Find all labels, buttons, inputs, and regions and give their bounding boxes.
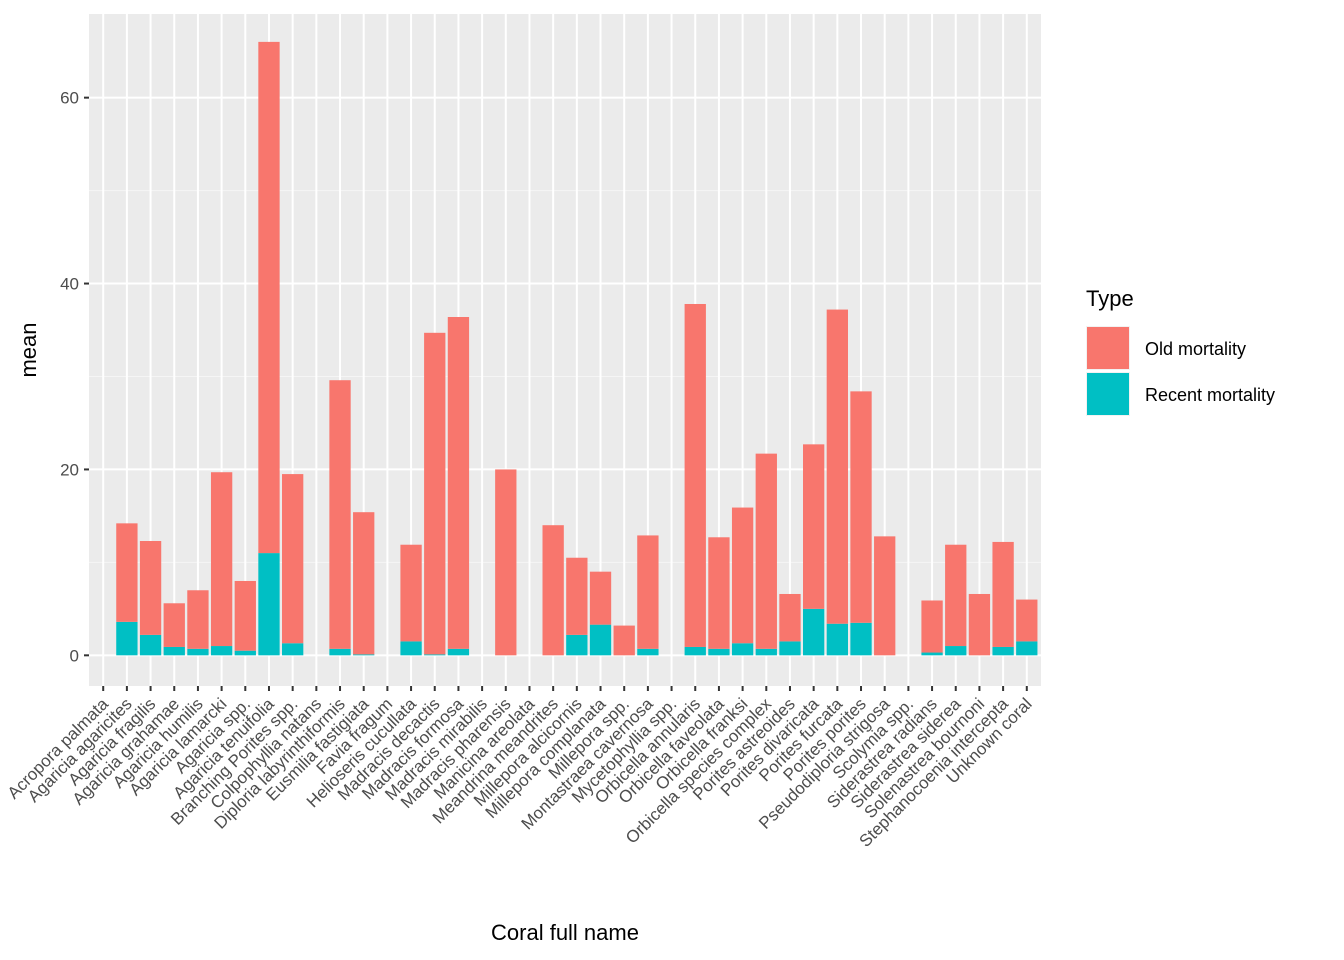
bar-old-mortality <box>353 512 375 655</box>
bar-recent-mortality <box>566 634 588 656</box>
bar-recent-mortality <box>424 654 446 656</box>
bar-recent-mortality <box>258 553 280 656</box>
bar-recent-mortality <box>116 621 138 656</box>
bar-old-mortality <box>424 332 446 655</box>
bar-recent-mortality <box>589 624 612 656</box>
bar-old-mortality <box>495 469 517 656</box>
bar-recent-mortality <box>992 646 1014 656</box>
bar-recent-mortality <box>850 622 872 656</box>
bar-recent-mortality <box>187 648 209 656</box>
x-axis-title: Coral full name <box>491 920 639 945</box>
bar-old-mortality <box>850 391 872 623</box>
bar-old-mortality <box>234 580 256 651</box>
bar-old-mortality <box>566 557 588 635</box>
bar-recent-mortality <box>139 634 162 656</box>
bar-recent-mortality <box>163 646 185 656</box>
bar-old-mortality <box>589 571 612 625</box>
y-axis: 0 20 40 60 <box>60 89 89 665</box>
bar-recent-mortality <box>282 643 304 656</box>
y-tick-label: 40 <box>60 275 79 294</box>
bar-old-mortality <box>447 317 470 649</box>
bar-old-mortality <box>708 537 730 649</box>
bar-old-mortality <box>874 536 896 656</box>
bar-old-mortality <box>803 444 825 609</box>
bar-old-mortality <box>684 303 706 647</box>
legend-label: Old mortality <box>1145 339 1246 359</box>
bar-recent-mortality <box>826 623 848 656</box>
bar-recent-mortality <box>945 646 967 656</box>
bar-recent-mortality <box>684 646 706 656</box>
bar-old-mortality <box>116 523 138 622</box>
bar-old-mortality <box>187 590 209 649</box>
bar-recent-mortality <box>234 650 256 656</box>
bar-recent-mortality <box>803 608 825 656</box>
bar-old-mortality <box>945 544 967 647</box>
bars <box>116 41 1038 656</box>
bar-old-mortality <box>992 541 1014 647</box>
bar-old-mortality <box>637 535 659 649</box>
bar-old-mortality <box>779 593 801 642</box>
bar-recent-mortality <box>447 648 470 656</box>
legend-label: Recent mortality <box>1145 385 1275 405</box>
bar-old-mortality <box>731 507 754 644</box>
legend-swatch <box>1087 327 1129 369</box>
legend: Type Old mortality Recent mortality <box>1086 286 1275 416</box>
bar-old-mortality <box>826 309 848 624</box>
bar-recent-mortality <box>755 648 777 656</box>
bar-recent-mortality <box>1016 641 1038 656</box>
bar-recent-mortality <box>731 643 754 656</box>
legend-items: Old mortality Recent mortality <box>1086 326 1275 416</box>
bar-recent-mortality <box>353 654 375 656</box>
bar-recent-mortality <box>708 648 730 656</box>
legend-title: Type <box>1086 286 1134 311</box>
bar-recent-mortality <box>637 648 659 656</box>
legend-swatch <box>1087 373 1129 415</box>
bar-old-mortality <box>755 453 777 649</box>
bar-old-mortality <box>210 472 233 647</box>
y-tick-label: 60 <box>60 89 79 108</box>
bar-old-mortality <box>1016 599 1038 642</box>
bar-old-mortality <box>613 625 635 656</box>
y-axis-title: mean <box>16 322 41 377</box>
bar-recent-mortality <box>779 641 801 656</box>
bar-recent-mortality <box>210 646 233 656</box>
bar-recent-mortality <box>400 641 422 656</box>
bar-recent-mortality <box>921 652 943 656</box>
bar-old-mortality <box>921 600 943 653</box>
bar-recent-mortality <box>329 648 351 656</box>
bar-old-mortality <box>329 380 351 649</box>
bar-old-mortality <box>139 541 162 635</box>
y-tick-label: 0 <box>70 646 79 665</box>
bar-old-mortality <box>163 603 185 647</box>
bar-old-mortality <box>968 593 991 656</box>
bar-old-mortality <box>258 41 280 554</box>
bar-old-mortality <box>400 544 422 642</box>
y-tick-label: 20 <box>60 460 79 479</box>
bar-old-mortality <box>282 474 304 644</box>
bar-old-mortality <box>542 525 564 656</box>
